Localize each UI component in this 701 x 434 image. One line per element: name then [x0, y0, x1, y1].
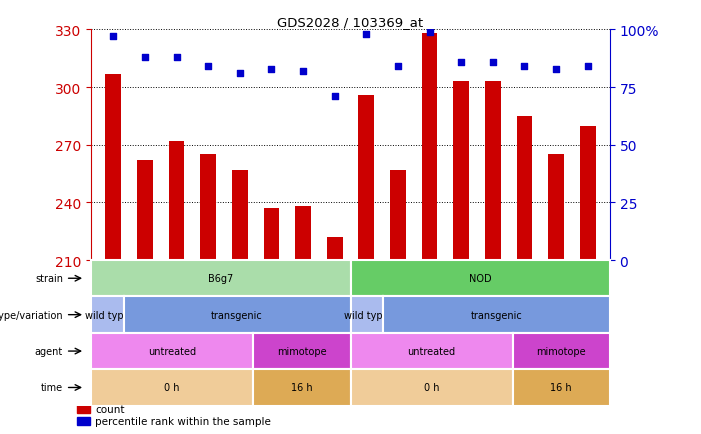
Text: strain: strain: [35, 273, 63, 283]
Text: B6g7: B6g7: [208, 273, 233, 283]
Point: [329, 94, 340, 101]
Point: [108, 34, 119, 41]
Text: agent: agent: [35, 346, 63, 356]
Text: untreated: untreated: [148, 346, 196, 356]
Point: [487, 59, 498, 66]
Point: [234, 71, 245, 78]
Point: [171, 55, 182, 62]
Text: time: time: [41, 383, 63, 393]
Bar: [105, 75, 121, 260]
Point: [266, 66, 277, 73]
Bar: [264, 209, 279, 260]
Point: [139, 55, 151, 62]
Bar: [77, 405, 90, 413]
Text: count: count: [95, 404, 125, 414]
Point: [582, 64, 593, 71]
Bar: [137, 161, 153, 260]
Point: [203, 64, 214, 71]
Text: mimotope: mimotope: [536, 346, 586, 356]
Point: [550, 66, 562, 73]
Text: NOD: NOD: [469, 273, 491, 283]
Point: [519, 64, 530, 71]
Bar: [454, 82, 469, 260]
Point: [424, 29, 435, 36]
Title: GDS2028 / 103369_at: GDS2028 / 103369_at: [278, 16, 423, 29]
Point: [361, 32, 372, 39]
Text: wild type: wild type: [344, 310, 389, 320]
Text: genotype/variation: genotype/variation: [0, 310, 63, 320]
Bar: [295, 207, 311, 260]
Bar: [580, 126, 596, 260]
Bar: [232, 170, 247, 260]
Point: [456, 59, 467, 66]
Bar: [200, 155, 216, 260]
Bar: [77, 417, 90, 425]
Bar: [327, 237, 343, 260]
Bar: [358, 95, 374, 260]
Bar: [422, 34, 437, 260]
Bar: [485, 82, 501, 260]
Bar: [548, 155, 564, 260]
Point: [393, 64, 404, 71]
Text: transgenic: transgenic: [211, 310, 263, 320]
Text: 0 h: 0 h: [165, 383, 180, 393]
Text: 0 h: 0 h: [424, 383, 440, 393]
Text: untreated: untreated: [407, 346, 456, 356]
Text: 16 h: 16 h: [291, 383, 313, 393]
Text: wild type: wild type: [85, 310, 130, 320]
Bar: [517, 117, 532, 260]
Text: transgenic: transgenic: [470, 310, 522, 320]
Point: [297, 68, 308, 75]
Bar: [390, 170, 406, 260]
Text: percentile rank within the sample: percentile rank within the sample: [95, 416, 271, 426]
Bar: [169, 141, 184, 260]
Text: mimotope: mimotope: [277, 346, 327, 356]
Text: 16 h: 16 h: [550, 383, 572, 393]
